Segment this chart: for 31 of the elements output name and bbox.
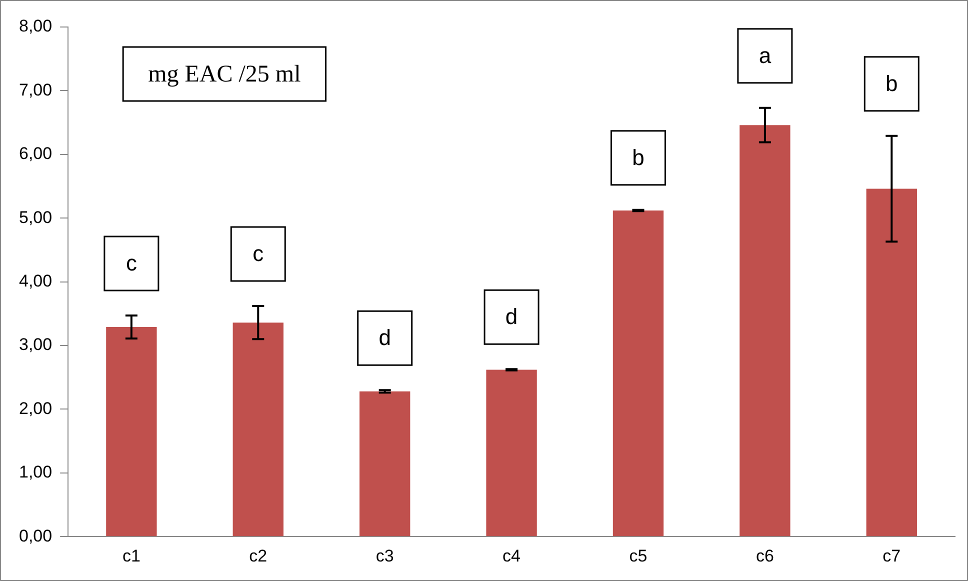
- x-tick-label: c3: [376, 546, 394, 566]
- y-tick-label: 6,00: [18, 144, 52, 164]
- y-tick-label: 5,00: [18, 208, 52, 227]
- y-tick-label: 0,00: [18, 526, 52, 546]
- x-tick-label: c6: [756, 546, 774, 566]
- x-tick-label: c2: [249, 546, 268, 566]
- annotation: c: [126, 250, 137, 276]
- annotation: d: [378, 325, 391, 350]
- bar: [486, 370, 537, 536]
- y-tick-label: 2,00: [18, 398, 52, 418]
- annotation: c: [252, 241, 264, 266]
- annotation: d: [505, 304, 518, 330]
- bar: [106, 327, 157, 536]
- bar: [360, 391, 410, 536]
- y-tick-label: 1,00: [18, 462, 52, 482]
- y-tick-label: 3,00: [18, 335, 52, 354]
- y-tick-label: 4,00: [18, 271, 52, 290]
- x-tick-label: c5: [629, 546, 648, 566]
- bar: [866, 188, 917, 536]
- annotation: mg EAC /25 ml: [148, 61, 302, 88]
- bar: [232, 322, 284, 536]
- bar: [740, 125, 790, 536]
- y-tick-label: 7,00: [18, 80, 52, 100]
- x-tick-label: c1: [122, 546, 140, 566]
- y-tick-label: 8,00: [18, 16, 52, 36]
- annotation: b: [632, 144, 644, 170]
- bar: [612, 210, 664, 536]
- annotation: b: [886, 70, 898, 96]
- x-tick-label: c7: [882, 546, 901, 566]
- annotation: a: [758, 42, 772, 68]
- x-tick-label: c4: [502, 546, 521, 566]
